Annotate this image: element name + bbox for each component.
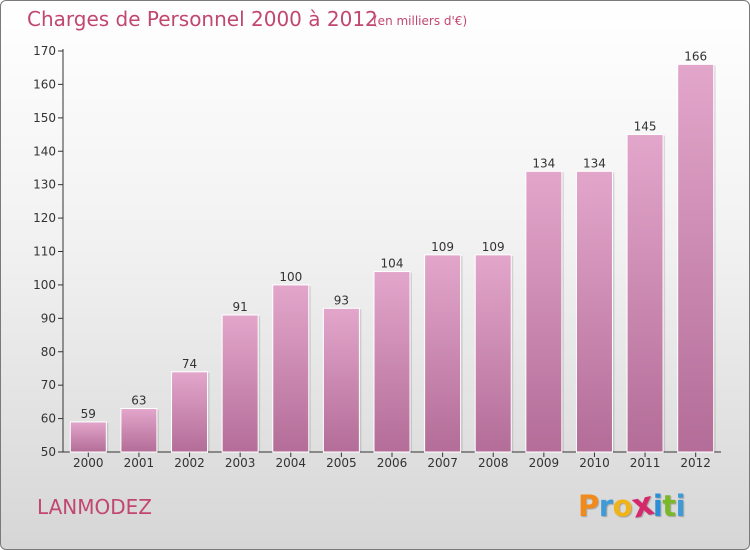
x-tick-label: 2004 <box>275 456 306 470</box>
y-tick-label: 160 <box>33 77 56 91</box>
logo-letter: t <box>662 489 676 523</box>
data-label: 100 <box>279 270 302 284</box>
x-tick-label: 2006 <box>377 456 408 470</box>
x-tick-label: 2001 <box>124 456 155 470</box>
bar <box>424 254 462 453</box>
x-tick-label: 2003 <box>225 456 256 470</box>
y-tick-label: 120 <box>33 211 56 225</box>
y-tick-label: 130 <box>33 178 56 192</box>
y-tick-label: 50 <box>41 445 56 459</box>
y-tick-label: 170 <box>33 44 56 58</box>
bar <box>171 371 209 453</box>
data-label: 93 <box>334 293 349 307</box>
y-tick-label: 100 <box>33 278 56 292</box>
logo-letter: r <box>598 489 613 523</box>
x-tick-label: 2010 <box>579 456 610 470</box>
x-tick-label: 2012 <box>680 456 711 470</box>
data-label: 91 <box>233 300 248 314</box>
bar <box>575 170 613 453</box>
axes: 50 60 70 80 90 100 110 120 130 140 150 160 170 2000 20… <box>33 44 721 470</box>
x-tick-label: 2009 <box>529 456 560 470</box>
data-labels: 59 63 74 91 100 93 104 109 109 134 134 145 166 <box>81 49 707 421</box>
bar <box>120 408 158 453</box>
x-tick-label: 2011 <box>630 456 661 470</box>
y-tick-label: 140 <box>33 144 56 158</box>
x-tick-label: 2000 <box>73 456 104 470</box>
logo-letter: i <box>652 489 663 523</box>
data-label: 166 <box>684 49 707 63</box>
bars <box>69 63 716 453</box>
bar <box>322 307 360 453</box>
logo-letter: i <box>675 489 686 523</box>
bar <box>373 271 411 453</box>
data-label: 63 <box>131 394 146 408</box>
location-name: LANMODEZ <box>37 495 152 519</box>
x-tick-label: 2002 <box>174 456 205 470</box>
bar <box>474 254 512 453</box>
bar <box>677 63 715 453</box>
logo-letter: P <box>578 489 599 523</box>
data-label: 145 <box>634 120 657 134</box>
x-tick-label: 2007 <box>427 456 458 470</box>
x-tick-label: 2005 <box>326 456 357 470</box>
data-label: 104 <box>381 257 404 271</box>
data-label: 59 <box>81 407 96 421</box>
y-tick-label: 150 <box>33 111 56 125</box>
data-label: 109 <box>482 240 505 254</box>
y-tick-label: 60 <box>41 412 56 426</box>
logo-letter: o <box>612 489 633 523</box>
bar <box>221 314 259 453</box>
y-tick-label: 80 <box>41 345 56 359</box>
data-label: 109 <box>431 240 454 254</box>
y-tick-label: 90 <box>41 311 56 325</box>
chart-title: Charges de Personnel 2000 à 2012 <box>27 7 378 31</box>
data-label: 134 <box>583 156 606 170</box>
y-tick-label: 110 <box>33 245 56 259</box>
proxiti-logo[interactable]: Proxiti <box>578 483 686 525</box>
x-tick-label: 2008 <box>478 456 509 470</box>
data-label: 134 <box>532 156 555 170</box>
bar <box>525 170 563 453</box>
chart-subtitle: (en milliers d'€) <box>373 14 468 28</box>
data-label: 74 <box>182 357 197 371</box>
bar <box>69 421 107 453</box>
y-tick-label: 70 <box>41 378 56 392</box>
bar <box>272 284 310 453</box>
bar <box>626 134 664 453</box>
